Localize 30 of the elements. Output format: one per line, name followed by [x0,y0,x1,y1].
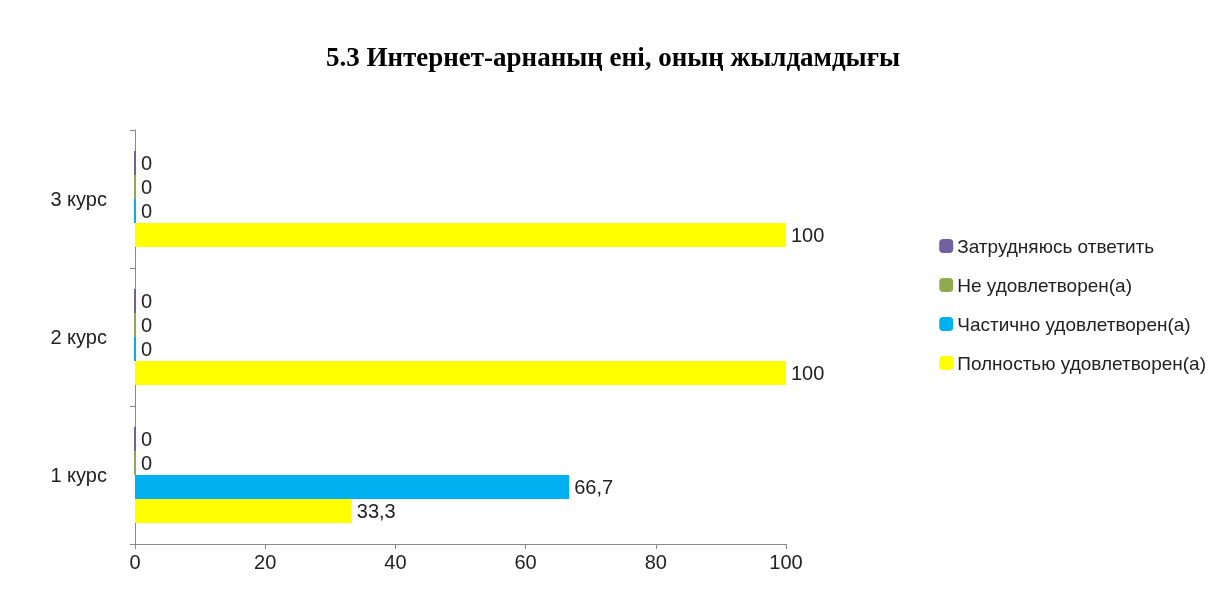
x-tick-label: 80 [644,551,667,573]
legend-label: Частично удовлетворен(а) [957,313,1191,335]
legend-label: Не удовлетворен(а) [957,274,1132,296]
data-label: 66,7 [574,476,614,498]
x-tick-label: 40 [384,551,407,573]
bar [135,475,570,499]
data-label: 100 [791,362,825,384]
legend-label: Полностью удовлетворен(а) [957,352,1206,374]
data-label: 0 [141,338,153,360]
bar [135,223,786,247]
data-label: 0 [141,428,153,450]
data-label: 0 [141,290,153,312]
data-label: 100 [791,224,825,246]
x-tick-label: 60 [514,551,537,573]
data-label: 33,3 [356,500,396,522]
x-tick-label: 20 [254,551,277,573]
x-tick-label: 0 [129,551,141,573]
data-label: 0 [141,152,153,174]
bar [135,499,352,523]
y-tick-label: 1 курс [50,464,107,486]
data-label: 0 [141,314,153,336]
x-tick-label: 100 [769,551,803,573]
data-label: 0 [141,452,153,474]
data-label: 0 [141,200,153,222]
data-label: 0 [141,176,153,198]
legend-label: Затрудняюсь ответить [957,235,1155,257]
y-tick-label: 3 курс [50,188,107,210]
chart-title: 5.3 Интернет-арнаның ені, оның жылдамдығы [325,41,901,72]
y-tick-label: 2 курс [50,326,107,348]
bar [135,361,786,385]
